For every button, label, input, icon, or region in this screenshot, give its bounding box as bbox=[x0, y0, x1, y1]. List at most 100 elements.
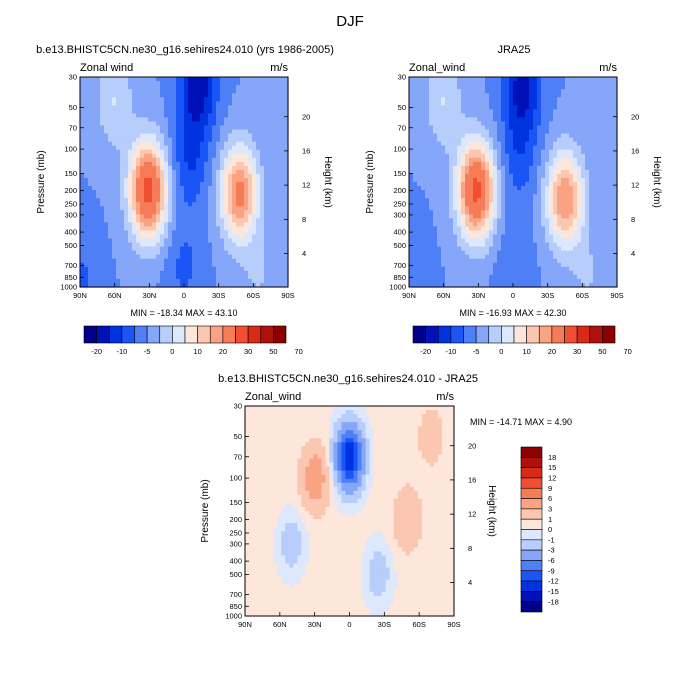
field-cell bbox=[533, 129, 538, 135]
field-cell bbox=[192, 282, 197, 288]
field-cell bbox=[120, 226, 125, 232]
field-cell bbox=[593, 141, 598, 147]
field-cell bbox=[240, 242, 245, 248]
field-cell bbox=[160, 282, 165, 288]
field-cell bbox=[144, 274, 149, 280]
field-cell bbox=[256, 149, 261, 155]
field-cell bbox=[108, 238, 113, 244]
field-cell bbox=[92, 117, 97, 123]
field-cell bbox=[453, 85, 458, 90]
field-cell bbox=[104, 97, 109, 102]
field-cell bbox=[224, 230, 229, 236]
field-cell bbox=[417, 194, 422, 199]
field-cell bbox=[92, 169, 97, 175]
field-cell bbox=[260, 226, 265, 232]
field-cell bbox=[120, 161, 125, 167]
field-cell bbox=[212, 182, 217, 187]
field-cell bbox=[593, 137, 598, 143]
field-cell bbox=[441, 206, 446, 211]
field-cell bbox=[521, 194, 526, 199]
field-cell bbox=[577, 129, 582, 135]
field-cell bbox=[212, 121, 217, 127]
field-cell bbox=[180, 125, 185, 131]
field-cell bbox=[144, 266, 149, 272]
field-cell bbox=[413, 234, 418, 240]
field-cell bbox=[116, 230, 121, 236]
field-cell bbox=[489, 97, 494, 102]
field-cell bbox=[537, 206, 542, 211]
field-cell bbox=[493, 169, 498, 175]
field-cell bbox=[80, 137, 85, 143]
field-cell bbox=[148, 173, 153, 179]
field-cell bbox=[525, 93, 530, 98]
field-cell bbox=[216, 250, 221, 256]
field-cell bbox=[505, 165, 510, 171]
field-cell bbox=[236, 246, 241, 252]
field-cell bbox=[240, 194, 245, 199]
field-cell bbox=[148, 161, 153, 167]
field-cell bbox=[453, 129, 458, 135]
field-cell bbox=[200, 234, 205, 240]
field-cell bbox=[240, 226, 245, 232]
field-cell bbox=[573, 222, 578, 228]
field-cell bbox=[481, 125, 486, 131]
field-cell bbox=[232, 230, 237, 236]
field-cell bbox=[581, 194, 586, 199]
field-cell bbox=[100, 282, 105, 288]
field-cell bbox=[413, 101, 418, 106]
field-cell bbox=[212, 105, 217, 110]
field-cell bbox=[140, 266, 145, 272]
field-cell bbox=[264, 169, 269, 175]
field-cell bbox=[565, 97, 570, 102]
field-cell bbox=[417, 101, 422, 106]
field-cell bbox=[413, 226, 418, 232]
field-cell bbox=[609, 169, 614, 175]
field-cell bbox=[240, 274, 245, 280]
field-cell bbox=[565, 145, 570, 151]
field-cell bbox=[148, 182, 153, 187]
colorbar-label: 10 bbox=[193, 347, 201, 356]
field-cell bbox=[473, 238, 478, 244]
field-cell bbox=[120, 125, 125, 131]
field-cell bbox=[248, 145, 253, 151]
field-cell bbox=[533, 214, 538, 219]
field-cell bbox=[156, 125, 161, 131]
field-cell bbox=[180, 93, 185, 98]
field-cell bbox=[148, 198, 153, 203]
field-cell bbox=[461, 194, 466, 199]
field-cell bbox=[228, 222, 233, 228]
field-cell bbox=[529, 165, 534, 171]
field-cell bbox=[244, 89, 249, 94]
field-cell bbox=[525, 177, 530, 183]
field-cell bbox=[429, 133, 434, 139]
field-cell bbox=[124, 77, 129, 82]
field-cell bbox=[216, 137, 221, 143]
field-cell bbox=[581, 206, 586, 211]
field-cell bbox=[196, 101, 201, 106]
field-cell bbox=[132, 133, 137, 139]
field-cell bbox=[449, 77, 454, 82]
field-cell bbox=[80, 161, 85, 167]
field-cell bbox=[232, 113, 237, 118]
field-cell bbox=[116, 81, 121, 86]
field-cell bbox=[208, 278, 213, 284]
field-cell bbox=[188, 165, 193, 171]
field-cell bbox=[421, 109, 426, 114]
field-cell bbox=[132, 202, 137, 207]
field-cell bbox=[557, 226, 562, 232]
field-cell bbox=[589, 117, 594, 123]
field-cell bbox=[497, 125, 502, 131]
field-cell bbox=[433, 77, 438, 82]
field-cell bbox=[244, 222, 249, 228]
field-cell bbox=[525, 218, 530, 223]
field-cell bbox=[104, 186, 109, 191]
field-cell bbox=[144, 250, 149, 256]
field-cell bbox=[585, 141, 590, 147]
field-cell bbox=[561, 173, 566, 179]
field-cell bbox=[108, 206, 113, 211]
field-cell bbox=[156, 133, 161, 139]
field-cell bbox=[437, 230, 442, 236]
field-cell bbox=[573, 137, 578, 143]
field-cell bbox=[88, 125, 93, 131]
field-cell bbox=[517, 226, 522, 232]
